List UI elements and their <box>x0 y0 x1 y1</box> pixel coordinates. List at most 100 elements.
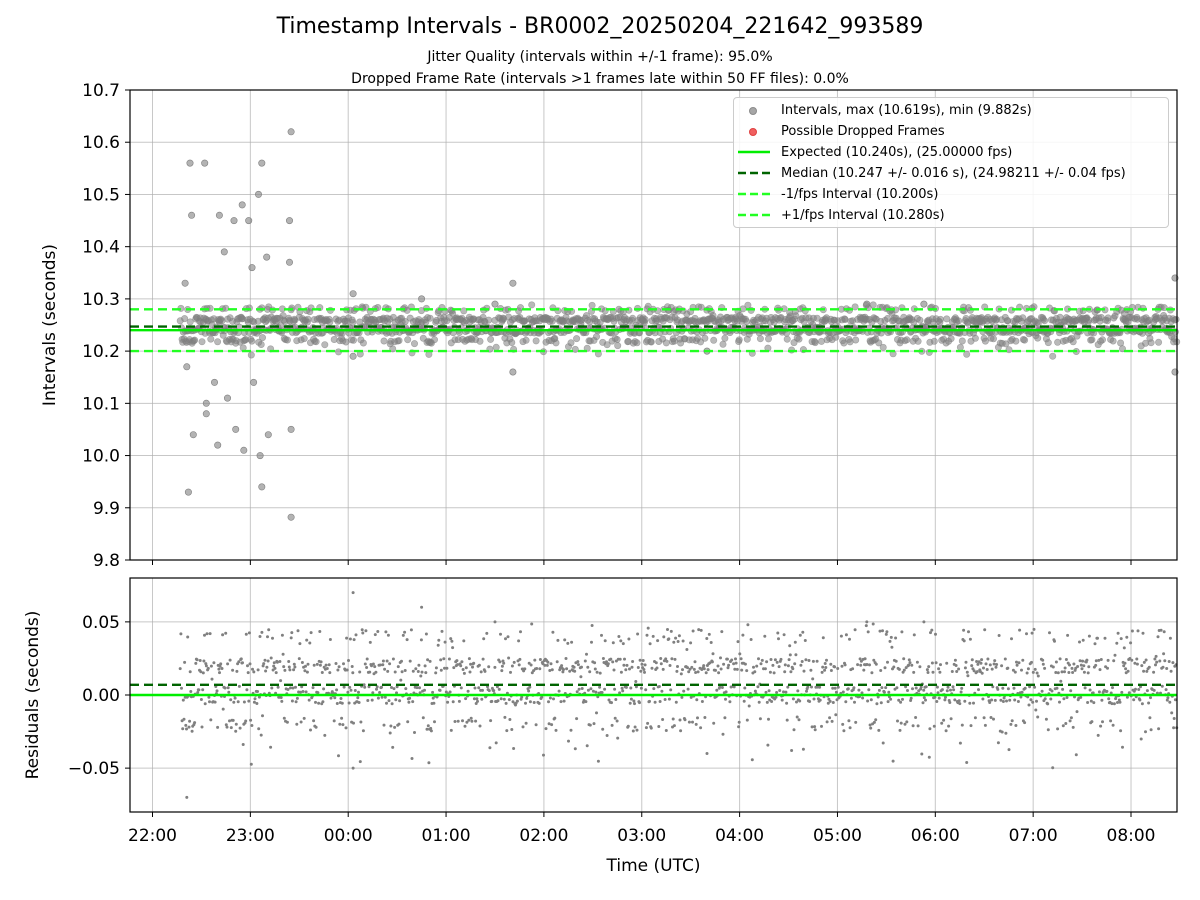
residual-point <box>790 749 794 752</box>
interval-point <box>387 324 395 332</box>
residual-point <box>404 687 408 691</box>
interval-point <box>596 323 604 331</box>
interval-point <box>1046 304 1054 312</box>
interval-point <box>732 315 740 323</box>
residual-point <box>1041 662 1045 666</box>
interval-point <box>202 316 210 324</box>
interval-point <box>522 336 530 344</box>
residual-point <box>1116 631 1120 635</box>
residual-point <box>632 699 636 703</box>
interval-point <box>345 329 353 337</box>
residual-point <box>259 693 263 697</box>
interval-point <box>806 326 814 334</box>
interval-point <box>749 316 757 324</box>
residual-point <box>229 726 233 730</box>
residual-point <box>524 701 527 705</box>
residual-point <box>494 741 498 745</box>
interval-point <box>642 338 650 346</box>
interval-point <box>450 316 458 324</box>
interval-point <box>654 323 662 331</box>
residual-point <box>712 721 716 725</box>
interval-point <box>1089 325 1097 333</box>
interval-point <box>915 326 923 334</box>
residual-point <box>866 699 870 703</box>
residual-point <box>251 667 254 671</box>
residual-point <box>534 723 538 727</box>
interval-point <box>199 318 207 326</box>
interval-point <box>272 318 280 326</box>
interval-point <box>827 315 835 323</box>
interval-point <box>906 315 914 323</box>
interval-point <box>587 307 595 315</box>
residual-point <box>447 695 451 698</box>
interval-point <box>893 324 901 332</box>
residual-point <box>463 724 467 728</box>
residual-point <box>885 630 889 634</box>
residual-point <box>973 691 977 695</box>
residual-point <box>201 671 205 675</box>
interval-point <box>329 326 337 334</box>
residual-point <box>351 766 355 770</box>
interval-point <box>210 315 218 323</box>
interval-point <box>741 315 749 323</box>
interval-point <box>310 335 318 343</box>
residual-point <box>269 656 273 660</box>
residual-point <box>700 668 704 671</box>
interval-point <box>622 323 630 331</box>
residual-point <box>1008 694 1012 698</box>
interval-point <box>975 314 983 322</box>
interval-point <box>339 337 347 345</box>
interval-point <box>609 307 617 315</box>
interval-point <box>667 303 675 311</box>
residual-point <box>711 652 715 656</box>
interval-point <box>1013 316 1021 324</box>
residual-point <box>1042 699 1046 703</box>
interval-point <box>1132 327 1140 335</box>
interval-point <box>682 316 690 324</box>
residual-point <box>457 699 461 703</box>
residual-point <box>595 670 599 674</box>
interval-point <box>593 318 601 326</box>
legend-item-minus-fps: -1/fps Interval (10.200s) <box>734 184 1170 205</box>
interval-point <box>267 313 275 321</box>
residual-point <box>692 694 696 698</box>
interval-point <box>894 317 902 325</box>
residual-point <box>1003 694 1007 698</box>
interval-point <box>483 304 491 312</box>
interval-point <box>938 324 946 332</box>
interval-point <box>816 328 824 336</box>
residual-point <box>1037 692 1041 696</box>
residual-point <box>473 686 477 690</box>
interval-point <box>285 217 293 225</box>
residual-point <box>446 700 450 704</box>
residual-point <box>951 685 955 689</box>
interval-point <box>245 328 253 336</box>
residual-point <box>957 699 961 703</box>
residual-point <box>945 661 949 665</box>
residual-point <box>889 635 893 639</box>
interval-point <box>867 328 875 336</box>
interval-point <box>730 315 738 323</box>
interval-point <box>847 327 855 335</box>
interval-point <box>1135 327 1143 335</box>
residual-point <box>555 660 559 664</box>
residual-point <box>746 623 750 627</box>
interval-point <box>677 339 685 347</box>
interval-point <box>191 326 199 334</box>
interval-point <box>1090 316 1098 324</box>
interval-point <box>960 303 968 311</box>
interval-point <box>288 328 296 336</box>
interval-point <box>470 327 478 335</box>
interval-point <box>192 313 200 321</box>
interval-point <box>934 325 942 333</box>
interval-point <box>1097 337 1105 345</box>
residual-point <box>953 658 957 662</box>
residual-point <box>791 667 795 671</box>
interval-point <box>1081 324 1089 332</box>
residual-point <box>650 666 654 670</box>
interval-point <box>970 318 978 326</box>
residual-point <box>877 688 881 692</box>
residual-point <box>796 689 800 693</box>
residual-point <box>972 669 976 673</box>
residual-point <box>985 668 989 671</box>
